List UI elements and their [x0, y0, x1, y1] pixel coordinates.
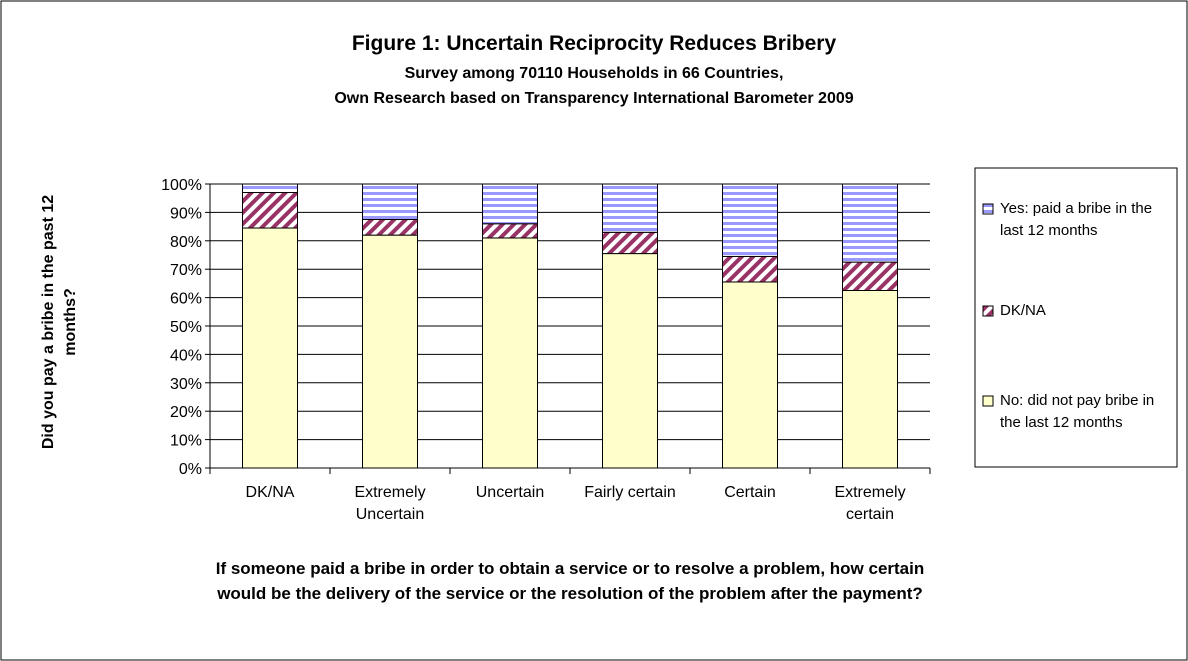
- x-tick-label: Extremely Uncertain: [354, 484, 426, 523]
- bar-segment: [242, 183, 298, 194]
- bar-segment: [482, 223, 538, 239]
- x-tick-label: Certain: [724, 484, 776, 501]
- bar-segment: [842, 290, 898, 469]
- bar-segment: [722, 281, 778, 469]
- bar-segment: [242, 192, 298, 229]
- y-tick-label: 60%: [170, 291, 202, 308]
- bar-segment: [842, 261, 898, 292]
- x-tick-label: Fairly certain: [584, 484, 676, 501]
- y-tick-label: 30%: [170, 376, 202, 393]
- y-tick-label: 70%: [170, 262, 202, 279]
- y-axis-label: Did you pay a bribe in the past 12 month…: [40, 194, 79, 450]
- bar-segment: [362, 183, 418, 220]
- bar-segment: [722, 183, 778, 257]
- legend-label: No: did not pay bribe in the last 12 mon…: [1000, 392, 1155, 431]
- legend-label: Yes: paid a bribe in the last 12 months: [1000, 200, 1153, 239]
- x-tick-label: Extremely certain: [834, 484, 906, 523]
- x-tick-label: Uncertain: [475, 484, 545, 501]
- bar-segment: [482, 183, 538, 225]
- legend-box: [974, 167, 1178, 468]
- legend-label: DK/NA: [1000, 302, 1046, 319]
- y-tick-label: 40%: [170, 347, 202, 364]
- y-tick-label: 0%: [179, 461, 202, 478]
- y-tick-label: 10%: [170, 433, 202, 450]
- y-tick-label: 20%: [170, 404, 202, 421]
- chart-subtitle: Survey among 70110 Households in 66 Coun…: [405, 65, 784, 82]
- bar-segment: [362, 219, 418, 236]
- bar-segment: [842, 183, 898, 263]
- legend-swatch: [982, 395, 994, 407]
- bar-segment: [602, 231, 658, 255]
- bar-segment: [362, 234, 418, 469]
- y-tick-label: 100%: [161, 177, 202, 194]
- chart-title: Figure 1: Uncertain Reciprocity Reduces …: [352, 32, 837, 55]
- y-tick-label: 90%: [170, 205, 202, 222]
- bar-segment: [722, 255, 778, 283]
- bar-segment: [602, 253, 658, 469]
- y-tick-label: 80%: [170, 234, 202, 251]
- bar-segment: [242, 227, 298, 469]
- bar-segment: [602, 183, 658, 233]
- y-tick-label: 50%: [170, 319, 202, 336]
- legend-swatch: [982, 305, 994, 317]
- x-axis-label: If someone paid a bribe in order to obta…: [215, 559, 925, 603]
- legend-swatch: [982, 203, 994, 215]
- chart-subtitle: Own Research based on Transparency Inter…: [334, 90, 853, 107]
- bar-segment: [482, 237, 538, 469]
- x-tick-label: DK/NA: [245, 484, 295, 501]
